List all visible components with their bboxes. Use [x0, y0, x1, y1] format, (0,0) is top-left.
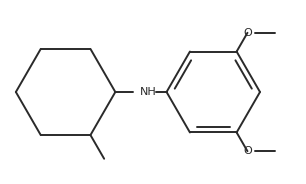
Text: O: O: [243, 146, 252, 156]
Text: NH: NH: [140, 87, 156, 97]
Text: O: O: [243, 28, 252, 38]
